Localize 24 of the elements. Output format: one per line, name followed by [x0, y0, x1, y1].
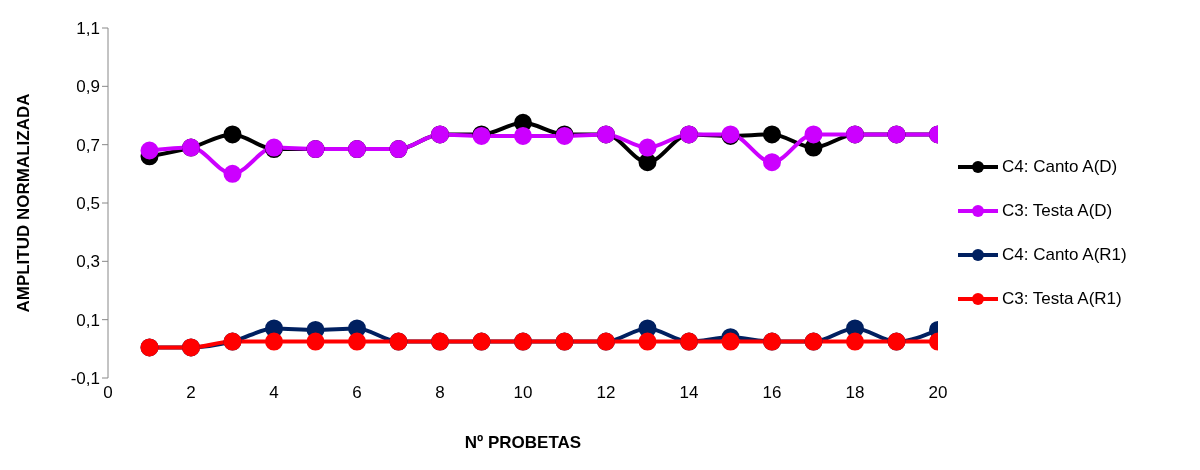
- x-tick-label: 20: [928, 383, 948, 403]
- x-tick-label: 2: [186, 383, 196, 403]
- y-tick-label: 0,9: [76, 77, 100, 97]
- y-tick-label: 0,5: [76, 194, 100, 214]
- legend-label: C4: Canto A(R1): [1002, 245, 1127, 265]
- x-tick-label: 18: [845, 383, 865, 403]
- x-tick-label: 10: [513, 383, 533, 403]
- y-tick-label: 0,7: [76, 135, 100, 155]
- x-tick-label: 8: [435, 383, 445, 403]
- x-tick-label: 14: [679, 383, 699, 403]
- y-tick-label: -0,1: [70, 369, 100, 389]
- legend-label: C3: Testa A(R1): [1002, 289, 1122, 309]
- x-tick-label: 4: [269, 383, 279, 403]
- x-axis-title: Nº PROBETAS: [464, 433, 582, 452]
- legend-label: C4: Canto A(D): [1002, 157, 1118, 177]
- y-tick-label: 0,3: [76, 252, 100, 272]
- x-tick-label: 16: [762, 383, 782, 403]
- x-tick-label: 0: [103, 383, 113, 403]
- y-tick-label: 0,1: [76, 310, 100, 330]
- x-tick-label: 12: [596, 383, 616, 403]
- x-tick-label: 6: [352, 383, 362, 403]
- legend-label: C3: Testa A(D): [1002, 201, 1113, 221]
- y-tick-label: 1,1: [76, 19, 100, 39]
- y-axis-title: AMPLITUD NORMALIZADA: [14, 93, 34, 313]
